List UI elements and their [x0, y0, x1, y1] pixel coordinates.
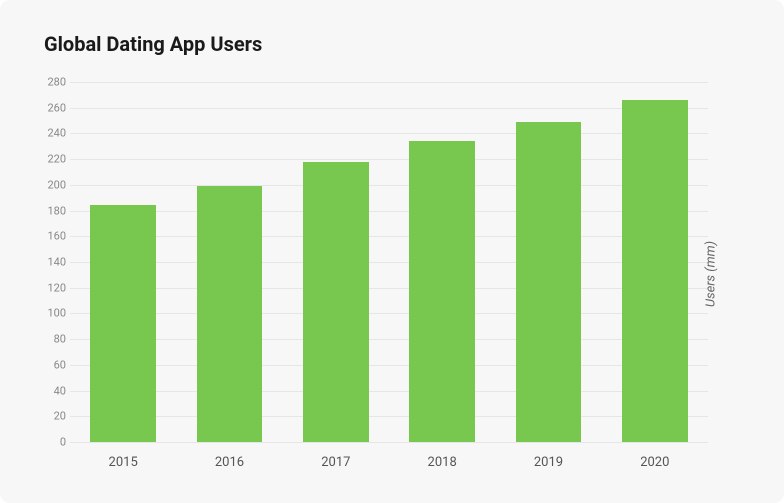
bar-slot: [70, 82, 176, 442]
y-tick-label: 40: [40, 384, 66, 397]
y-tick-label: 80: [40, 333, 66, 346]
y-tick-label: 180: [40, 204, 66, 217]
y-tick-label: 260: [40, 101, 66, 114]
bar: [303, 162, 369, 442]
y-tick-label: 140: [40, 256, 66, 269]
chart-title: Global Dating App Users: [44, 32, 756, 56]
y-tick-label: 100: [40, 307, 66, 320]
plot-area: 020406080100120140160180200220240260280: [70, 82, 708, 442]
bar-slot: [176, 82, 282, 442]
x-tick-label: 2015: [70, 455, 176, 470]
x-tick-label: 2016: [176, 455, 282, 470]
y-axis-label: Users (mm): [703, 241, 718, 307]
bar-slot: [495, 82, 601, 442]
gridline: [70, 442, 708, 443]
bar: [622, 100, 688, 442]
x-tick-label: 2018: [389, 455, 495, 470]
bars-container: [70, 82, 708, 442]
y-tick-label: 240: [40, 127, 66, 140]
bar-slot: [602, 82, 708, 442]
x-tick-label: 2017: [283, 455, 389, 470]
y-tick-label: 160: [40, 230, 66, 243]
y-tick-label: 280: [40, 76, 66, 89]
bar: [409, 141, 475, 442]
y-tick-label: 60: [40, 358, 66, 371]
bar: [197, 186, 263, 442]
y-tick-label: 200: [40, 178, 66, 191]
y-tick-label: 220: [40, 153, 66, 166]
chart-card: Global Dating App Users 0204060801001201…: [0, 0, 784, 503]
y-tick-label: 20: [40, 410, 66, 423]
y-tick-label: 120: [40, 281, 66, 294]
bar: [90, 205, 156, 442]
bar: [516, 122, 582, 442]
bar-slot: [389, 82, 495, 442]
x-axis-labels: 201520162017201820192020: [70, 455, 708, 470]
x-tick-label: 2020: [602, 455, 708, 470]
chart-area: 020406080100120140160180200220240260280 …: [44, 74, 756, 474]
y-tick-label: 0: [40, 436, 66, 449]
x-tick-label: 2019: [495, 455, 601, 470]
bar-slot: [283, 82, 389, 442]
